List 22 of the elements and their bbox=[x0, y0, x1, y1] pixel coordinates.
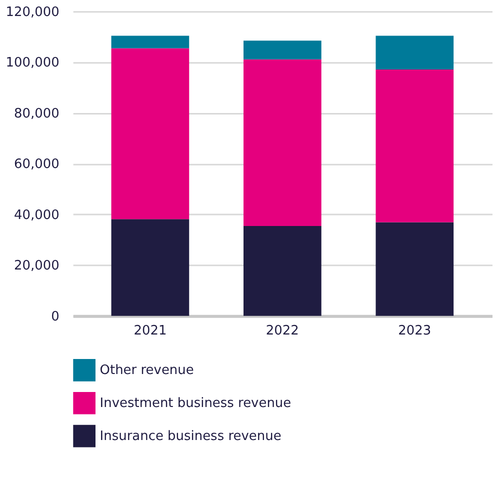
legend-label: Insurance business revenue bbox=[100, 429, 282, 444]
x-tick-label: 2023 bbox=[398, 323, 432, 338]
y-tick-label: 0 bbox=[51, 309, 60, 324]
y-tick-label: 120,000 bbox=[6, 4, 60, 20]
bar bbox=[111, 36, 190, 48]
legend-label: Other revenue bbox=[100, 363, 194, 378]
x-tick-label: 2022 bbox=[266, 323, 299, 338]
bar bbox=[111, 48, 190, 220]
y-tick-label: 60,000 bbox=[14, 157, 60, 172]
bar bbox=[376, 222, 454, 316]
bar bbox=[244, 59, 322, 226]
y-tick-label: 80,000 bbox=[14, 106, 60, 122]
legend-label: Investment business revenue bbox=[100, 396, 292, 412]
bar bbox=[111, 219, 190, 316]
y-tick-label: 100,000 bbox=[6, 56, 60, 71]
bar bbox=[376, 36, 454, 70]
x-tick-label: 2021 bbox=[134, 323, 167, 338]
bar bbox=[244, 226, 322, 316]
y-tick-label: 40,000 bbox=[14, 208, 60, 223]
y-tick-label: 20,000 bbox=[14, 258, 60, 274]
bar bbox=[376, 70, 454, 222]
bar bbox=[244, 40, 322, 60]
